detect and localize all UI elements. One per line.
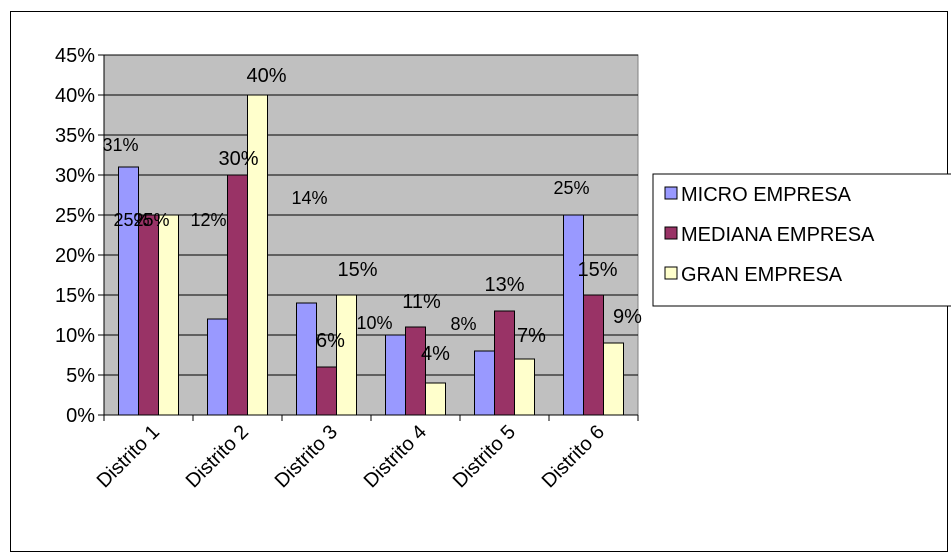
legend-box [652, 173, 951, 307]
bar [247, 94, 268, 416]
legend-label: MEDIANA EMPRESA [681, 224, 875, 246]
bar [563, 214, 584, 416]
bar [405, 326, 426, 416]
data-label: 14% [291, 188, 327, 208]
data-label: 25% [133, 210, 169, 230]
y-tick-label: 40% [55, 85, 95, 107]
data-label: 30% [218, 148, 258, 170]
bar [583, 294, 604, 416]
y-tick-label: 0% [66, 405, 95, 427]
legend-swatch [664, 186, 678, 200]
data-label: 9% [613, 306, 642, 328]
bar [603, 342, 624, 416]
bar [385, 334, 406, 416]
x-category-label: Distrito 4 [360, 421, 431, 492]
y-tick-label: 30% [55, 165, 95, 187]
bar [514, 358, 535, 416]
y-tick-label: 45% [55, 45, 95, 67]
y-tick-label: 5% [66, 365, 95, 387]
legend: MICRO EMPRESA MEDIANA EMPRESA GRAN EMPRESA [652, 173, 951, 307]
x-category-label: Distrito 2 [182, 421, 253, 492]
bar [138, 214, 159, 416]
data-label: 8% [450, 314, 476, 334]
data-label: 6% [316, 330, 345, 352]
y-tick-label: 15% [55, 285, 95, 307]
data-label: 13% [484, 274, 524, 296]
bar [207, 318, 228, 416]
data-label: 12% [190, 210, 226, 230]
y-tick-label: 20% [55, 245, 95, 267]
y-tick-label: 10% [55, 325, 95, 347]
data-label: 15% [337, 259, 377, 281]
legend-swatch [664, 266, 678, 280]
y-tick-label: 25% [55, 205, 95, 227]
bar [336, 294, 357, 416]
x-category-label: Distrito 6 [538, 421, 609, 492]
data-label: 25% [113, 210, 149, 230]
data-label: 25% [553, 178, 589, 198]
data-label: 40% [246, 65, 286, 87]
bar [118, 166, 139, 416]
x-category-label: Distrito 1 [93, 421, 164, 492]
x-category-label: Distrito 3 [271, 421, 342, 492]
x-category-label: Distrito 5 [449, 421, 520, 492]
bar [158, 214, 179, 416]
bar [296, 302, 317, 416]
data-label: 10% [356, 313, 392, 333]
data-label: 15% [577, 259, 617, 281]
legend-label: GRAN EMPRESA [681, 264, 843, 286]
data-label: 11% [402, 291, 441, 313]
bar [494, 310, 515, 416]
bar [425, 382, 446, 416]
plot-background [103, 54, 639, 416]
legend-swatch [664, 226, 678, 240]
bar [316, 366, 337, 416]
y-tick-label: 35% [55, 125, 95, 147]
data-label: 4% [421, 343, 450, 365]
legend-label: MICRO EMPRESA [681, 184, 852, 206]
data-label: 31% [102, 135, 138, 155]
data-label: 7% [517, 325, 546, 347]
bar [227, 174, 248, 416]
plot-area: 0% 5% 10% 15% 20% 25% 30% 35% 40% 45% 31% 12% 14% 10%… [55, 45, 642, 492]
bar [474, 350, 495, 416]
